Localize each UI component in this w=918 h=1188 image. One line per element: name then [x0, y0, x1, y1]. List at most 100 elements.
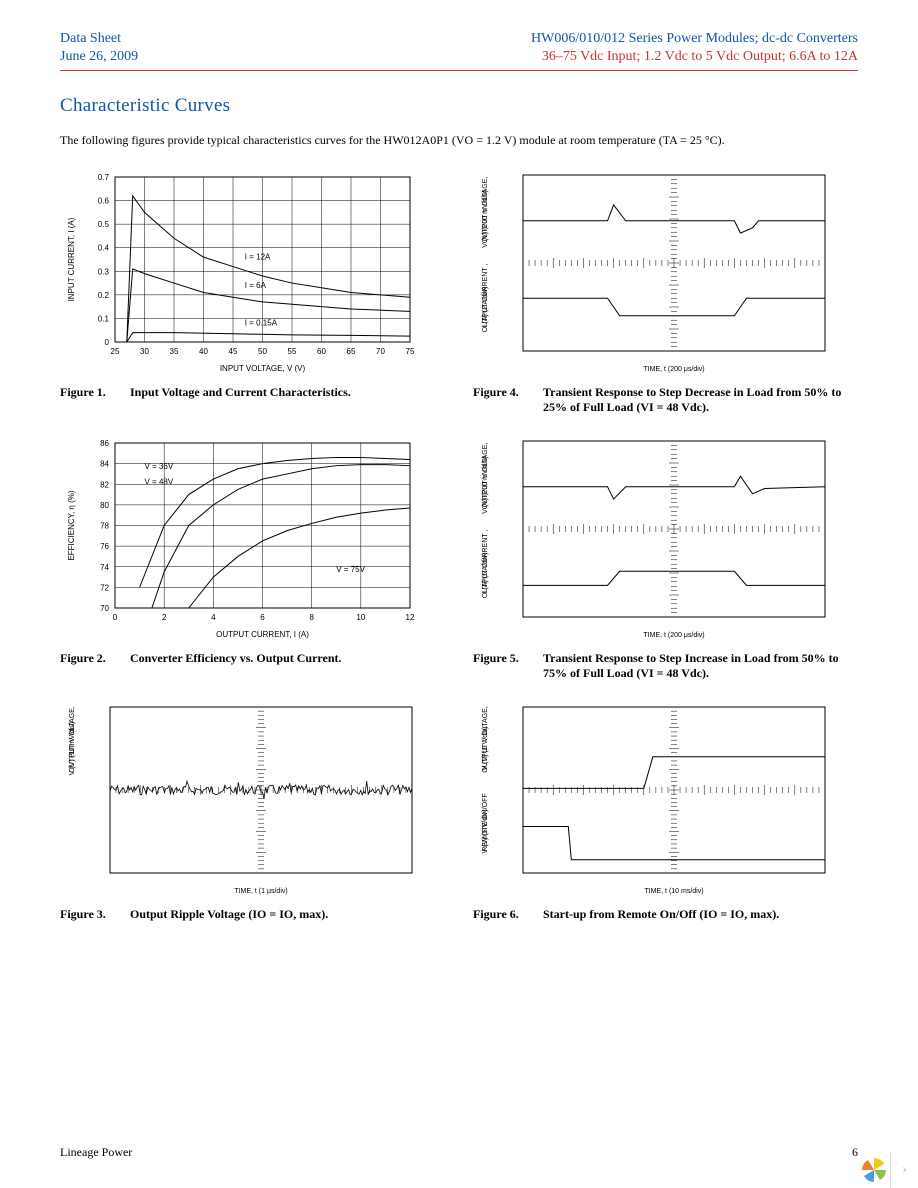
svg-text:INPUT VOLTAGE, V (V): INPUT VOLTAGE, V (V) [220, 364, 306, 373]
svg-text:0.3: 0.3 [98, 268, 110, 277]
figure-grid: 253035404550556065707500.10.20.30.40.50.… [60, 167, 858, 932]
svg-text:TIME, t (200 μs/div): TIME, t (200 μs/div) [643, 366, 704, 373]
svg-text:50: 50 [258, 347, 267, 356]
svg-text:TIME, t (1 μs/div): TIME, t (1 μs/div) [234, 888, 287, 895]
figure-3-chart: OUTPUT V OLTAGE,V (V) (10 mV/div)TIME, t… [60, 699, 420, 899]
figure-2-caption: Figure 2. Converter Efficiency vs. Outpu… [60, 651, 445, 666]
svg-text:75: 75 [406, 347, 415, 356]
figure-2-chart: 024681012707274767880828486V = 36VV = 48… [60, 433, 420, 643]
svg-text:6: 6 [260, 613, 265, 622]
svg-text:0.6: 0.6 [98, 197, 110, 206]
header-left: Data Sheet June 26, 2009 [60, 30, 138, 66]
svg-text:0: 0 [113, 613, 118, 622]
next-page-arrow[interactable]: › [890, 1152, 918, 1188]
svg-text:0.7: 0.7 [98, 173, 110, 182]
svg-text:V (V) (200 mV/div): V (V) (200 mV/div) [482, 191, 489, 249]
svg-text:V = 48V: V = 48V [145, 478, 174, 487]
figure-2-label: Figure 2. [60, 651, 130, 666]
figure-5-chart: OUTPUT V OLTAGE,V (V) (200 mV/div)OUTPUT… [473, 433, 833, 643]
svg-text:60: 60 [317, 347, 326, 356]
figure-5-text: Transient Response to Step Increase in L… [543, 651, 858, 681]
svg-text:2: 2 [162, 613, 167, 622]
svg-text:INPUT CURRENT, I (A): INPUT CURRENT, I (A) [67, 218, 76, 302]
figure-1-text: Input Voltage and Current Characteristic… [130, 385, 351, 400]
svg-text:V (V) (200 mV/div): V (V) (200 mV/div) [482, 457, 489, 515]
svg-text:82: 82 [100, 481, 109, 490]
pinwheel-icon [858, 1154, 890, 1186]
svg-text:4: 4 [211, 613, 216, 622]
figure-6-cell: OUTPUT V OLTAGE,V (V) (1 V/div)REMOTE ON… [473, 699, 858, 932]
svg-text:0.1: 0.1 [98, 315, 110, 324]
figure-2-cell: 024681012707274767880828486V = 36VV = 48… [60, 433, 445, 691]
svg-text:25: 25 [111, 347, 120, 356]
svg-text:55: 55 [288, 347, 297, 356]
figure-1-caption: Figure 1. Input Voltage and Current Char… [60, 385, 445, 400]
figure-4-cell: OUTPUT V OLTAGE,V (V) (200 mV/div)OUTPUT… [473, 167, 858, 425]
svg-text:0.5: 0.5 [98, 221, 110, 230]
intro-paragraph: The following figures provide typical ch… [60, 131, 858, 149]
svg-text:30: 30 [140, 347, 149, 356]
figure-4-caption: Figure 4. Transient Response to Step Dec… [473, 385, 858, 415]
svg-text:I (A) (2 A/div): I (A) (2 A/div) [482, 287, 489, 328]
figure-3-caption: Figure 3. Output Ripple Voltage (IO = IO… [60, 907, 445, 922]
figure-5-cell: OUTPUT V OLTAGE,V (V) (200 mV/div)OUTPUT… [473, 433, 858, 691]
svg-text:V = 75V: V = 75V [336, 565, 365, 574]
svg-text:70: 70 [376, 347, 385, 356]
figure-4-chart: OUTPUT V OLTAGE,V (V) (200 mV/div)OUTPUT… [473, 167, 833, 377]
figure-4-label: Figure 4. [473, 385, 543, 415]
footer-company: Lineage Power [60, 1145, 132, 1160]
svg-text:65: 65 [347, 347, 356, 356]
figure-5-caption: Figure 5. Transient Response to Step Inc… [473, 651, 858, 681]
svg-text:86: 86 [100, 439, 109, 448]
section-title: Characteristic Curves [60, 95, 858, 117]
figure-2-text: Converter Efficiency vs. Output Current. [130, 651, 342, 666]
figure-4-text: Transient Response to Step Decrease in L… [543, 385, 858, 415]
svg-text:45: 45 [229, 347, 238, 356]
svg-text:80: 80 [100, 501, 109, 510]
doc-type: Data Sheet [60, 30, 138, 48]
figure-6-caption: Figure 6. Start-up from Remote On/Off (I… [473, 907, 858, 922]
figure-3-label: Figure 3. [60, 907, 130, 922]
corner-widget: › [858, 1152, 918, 1188]
svg-text:TIME, t (10 ms/div): TIME, t (10 ms/div) [644, 888, 703, 895]
page-footer: Lineage Power 6 [60, 1145, 858, 1160]
svg-text:8: 8 [309, 613, 314, 622]
svg-text:0.2: 0.2 [98, 291, 110, 300]
figure-1-label: Figure 1. [60, 385, 130, 400]
figure-6-label: Figure 6. [473, 907, 543, 922]
svg-text:78: 78 [100, 522, 109, 531]
product-subtitle: 36–75 Vdc Input; 1.2 Vdc to 5 Vdc Output… [531, 48, 858, 66]
svg-text:74: 74 [100, 563, 109, 572]
svg-text:I = 6A: I = 6A [245, 281, 267, 290]
svg-text:12: 12 [406, 613, 415, 622]
figure-1-cell: 25 30 35 40 45 50 55 60 65 70 75 0 0.1 0.2 0.3 0.4 0.5 0.… [60, 167, 445, 425]
svg-text:72: 72 [100, 584, 109, 593]
figure-6-chart: OUTPUT V OLTAGE,V (V) (1 V/div)REMOTE ON… [473, 699, 833, 899]
svg-text:EFFICIENCY, η (%): EFFICIENCY, η (%) [67, 491, 76, 561]
svg-text:10: 10 [356, 613, 365, 622]
svg-text:76: 76 [100, 543, 109, 552]
svg-text:84: 84 [100, 460, 109, 469]
figure-6-text: Start-up from Remote On/Off (IO = IO, ma… [543, 907, 779, 922]
svg-text:40: 40 [199, 347, 208, 356]
figure-3-text: Output Ripple Voltage (IO = IO, max). [130, 907, 328, 922]
header-rule [60, 70, 858, 71]
header-right: HW006/010/012 Series Power Modules; dc-d… [531, 30, 858, 66]
svg-text:35: 35 [170, 347, 179, 356]
figure-3-cell: OUTPUT V OLTAGE,V (V) (10 mV/div)TIME, t… [60, 699, 445, 932]
product-title: HW006/010/012 Series Power Modules; dc-d… [531, 30, 858, 48]
svg-text:OUTPUT CURRENT, I (A): OUTPUT CURRENT, I (A) [216, 630, 309, 639]
figure-1-chart: 25 30 35 40 45 50 55 60 65 70 75 0 0.1 0.2 0.3 0.4 0.5 0.… [60, 167, 420, 377]
svg-text:V (V) (5 V/div): V (V) (5 V/div) [482, 810, 489, 854]
svg-text:0.4: 0.4 [98, 244, 110, 253]
svg-text:V (V) (1 V/div): V (V) (1 V/div) [482, 727, 489, 771]
svg-text:I (A) (5 A/div): I (A) (5 A/div) [482, 553, 489, 594]
page-header: Data Sheet June 26, 2009 HW006/010/012 S… [60, 30, 858, 66]
svg-text:I = 0.15A: I = 0.15A [245, 319, 278, 328]
svg-text:I = 12A: I = 12A [245, 253, 271, 262]
chevron-right-icon: › [902, 1162, 907, 1178]
svg-text:V (V) (10 mV/div): V (V) (10 mV/div) [69, 722, 76, 776]
svg-text:V = 36V: V = 36V [145, 462, 174, 471]
figure-5-label: Figure 5. [473, 651, 543, 681]
svg-text:0: 0 [105, 338, 110, 347]
